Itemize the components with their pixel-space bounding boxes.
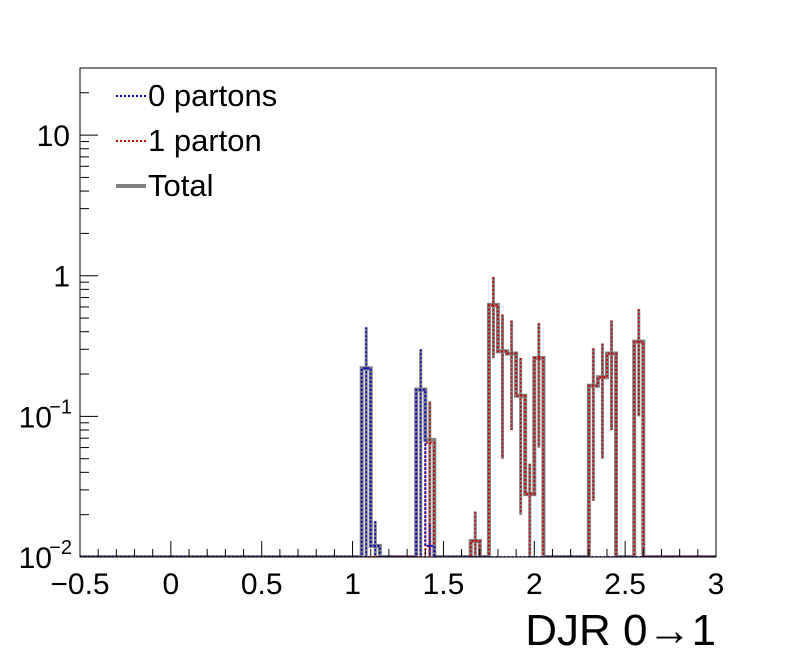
legend-label-1: 1 parton <box>148 123 262 158</box>
legend: 0 partons 1 parton Total <box>116 78 277 203</box>
y-tick-label: 10 <box>19 401 52 434</box>
x-tick-label: 3 <box>708 568 725 601</box>
legend-label-0: 0 partons <box>148 78 277 113</box>
x-tick-label: −0.5 <box>50 568 109 601</box>
y-tick-label: 10 <box>37 120 70 153</box>
plot-frame <box>79 67 717 558</box>
y-tick-exponent: −2 <box>49 537 72 559</box>
x-tick-label: 2 <box>526 568 543 601</box>
series-line-2 <box>80 302 716 557</box>
y-tick-label: 1 <box>53 261 70 294</box>
x-axis-label: DJR 0→1 <box>525 606 716 655</box>
series-line-1 <box>80 303 716 557</box>
y-tick-exponent: −1 <box>49 396 72 418</box>
x-tick-label: 0 <box>163 568 180 601</box>
x-tick-label: 0.5 <box>241 568 283 601</box>
y-tick-label: 10 <box>19 542 52 575</box>
legend-label-2: Total <box>148 168 213 203</box>
series-line-0 <box>80 367 716 557</box>
x-tick-label: 1.5 <box>423 568 465 601</box>
histogram-layer <box>80 276 716 557</box>
x-tick-label: 2.5 <box>604 568 646 601</box>
x-tick-label: 1 <box>344 568 361 601</box>
